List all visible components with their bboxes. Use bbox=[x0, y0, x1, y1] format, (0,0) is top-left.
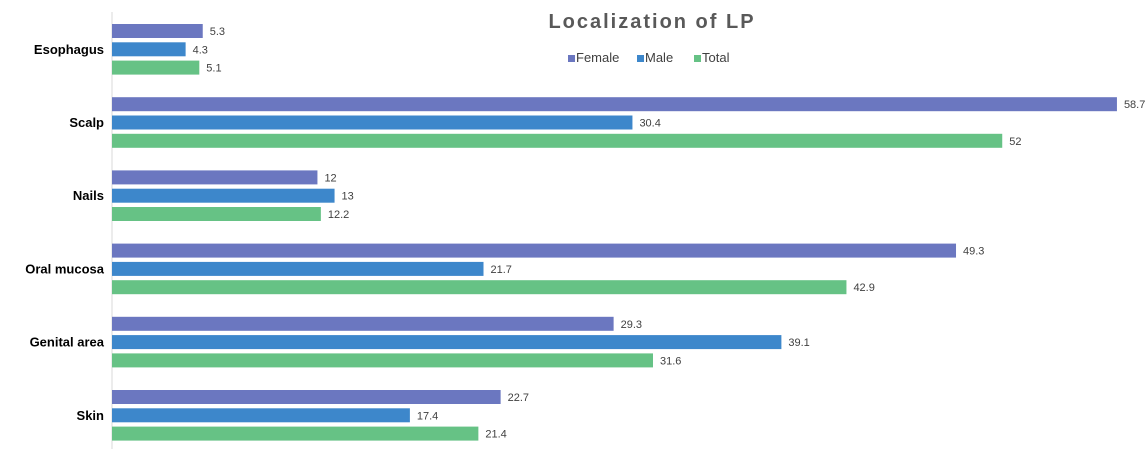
data-label-genital-area-male: 39.1 bbox=[788, 337, 809, 349]
category-label-nails: Nails bbox=[73, 188, 104, 203]
legend-label-total: Total bbox=[702, 50, 730, 65]
bar-oral-mucosa-female bbox=[112, 243, 957, 258]
bar-genital-area-female bbox=[112, 316, 614, 331]
bar-genital-area-total bbox=[112, 353, 653, 368]
bar-esophagus-total bbox=[112, 60, 200, 75]
bar-skin-male bbox=[112, 408, 410, 423]
legend-label-male: Male bbox=[645, 50, 673, 65]
labels-group: Esophagus 5.34.3 5.1 Scalp 58.7 30.4 52 Nails 12… bbox=[25, 26, 1145, 441]
bar-scalp-total bbox=[112, 133, 1003, 148]
bars-group bbox=[112, 24, 1117, 441]
data-label-skin-female: 22.7 bbox=[508, 392, 529, 404]
data-label-skin-male: 17.4 bbox=[417, 410, 438, 422]
category-label-genital-area: Genital area bbox=[30, 335, 105, 350]
bar-skin-female bbox=[112, 390, 501, 404]
bar-nails-male bbox=[112, 188, 335, 203]
data-label-nails-male: 13 bbox=[342, 191, 354, 203]
bar-genital-area-male bbox=[112, 335, 782, 350]
data-label-esophagus-male: 4.3 bbox=[193, 44, 208, 56]
bar-esophagus-female bbox=[112, 24, 203, 38]
data-label-oral-mucosa-male: 21.7 bbox=[491, 264, 512, 276]
legend-label-female: Female bbox=[576, 50, 619, 65]
legend-swatch-female bbox=[568, 55, 575, 62]
category-label-esophagus: Esophagus bbox=[34, 42, 104, 57]
data-label-esophagus-total: 5.1 bbox=[206, 63, 221, 75]
bar-esophagus-male bbox=[112, 42, 186, 57]
bar-oral-mucosa-total bbox=[112, 280, 847, 295]
chart-title: Localization of LP bbox=[548, 11, 755, 33]
bar-scalp-female bbox=[112, 97, 1117, 112]
data-label-genital-area-total: 31.6 bbox=[660, 355, 681, 367]
legend: Female Male Total bbox=[568, 50, 730, 65]
data-label-scalp-male: 30.4 bbox=[639, 118, 660, 130]
legend-swatch-total bbox=[694, 55, 701, 62]
category-label-scalp: Scalp bbox=[69, 115, 104, 130]
bar-scalp-male bbox=[112, 115, 633, 130]
category-label-oral-mucosa: Oral mucosa bbox=[25, 261, 105, 276]
data-label-scalp-total: 52 bbox=[1009, 136, 1021, 148]
data-label-nails-female: 12 bbox=[324, 172, 336, 184]
bar-nails-female bbox=[112, 170, 318, 185]
data-label-esophagus-female: 5.3 bbox=[210, 26, 225, 38]
data-label-skin-total: 21.4 bbox=[485, 429, 506, 441]
data-label-nails-total: 12.2 bbox=[328, 209, 349, 221]
bar-oral-mucosa-male bbox=[112, 261, 484, 276]
data-label-oral-mucosa-female: 49.3 bbox=[963, 246, 984, 258]
legend-swatch-male bbox=[637, 55, 644, 62]
data-label-genital-area-female: 29.3 bbox=[621, 319, 642, 331]
category-label-skin: Skin bbox=[77, 408, 105, 423]
data-label-scalp-female: 58.7 bbox=[1124, 99, 1145, 111]
data-label-oral-mucosa-total: 42.9 bbox=[853, 282, 874, 294]
bar-skin-total bbox=[112, 426, 479, 441]
bar-nails-total bbox=[112, 207, 321, 221]
